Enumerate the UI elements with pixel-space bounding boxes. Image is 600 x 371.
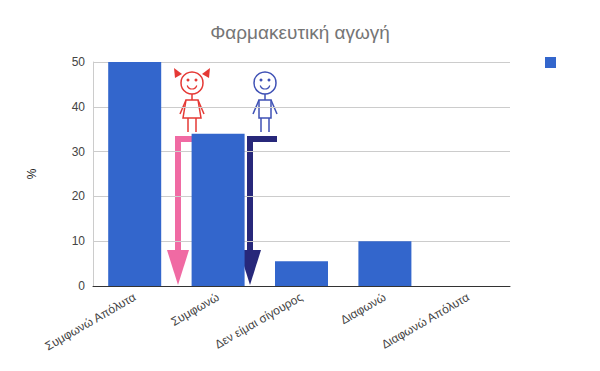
svg-text:40: 40	[72, 100, 86, 114]
svg-text:10: 10	[72, 234, 86, 248]
svg-text:Διαφωνώ Απόλυτα: Διαφωνώ Απόλυτα	[379, 290, 472, 352]
svg-text:30: 30	[72, 145, 86, 159]
svg-text:0: 0	[78, 279, 85, 293]
svg-text:%: %	[25, 168, 39, 179]
svg-text:Διαφωνώ: Διαφωνώ	[338, 290, 388, 327]
svg-text:Δεν είμαι σίγουρος: Δεν είμαι σίγουρος	[212, 290, 305, 352]
svg-text:50: 50	[72, 55, 86, 69]
svg-text:20: 20	[72, 189, 86, 203]
svg-text:Φαρμακευτική αγωγή: Φαρμακευτική αγωγή	[210, 22, 390, 43]
svg-text:Συμφωνώ Απόλυτα: Συμφωνώ Απόλυτα	[42, 290, 138, 353]
svg-text:Συμφωνώ: Συμφωνώ	[168, 290, 221, 329]
